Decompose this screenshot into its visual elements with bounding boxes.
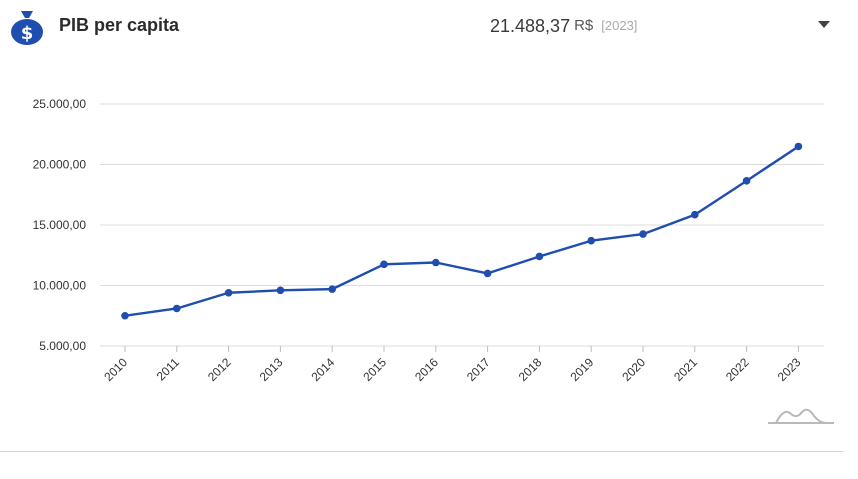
page-title: PIB per capita (59, 15, 180, 35)
x-tick-label: 2021 (671, 355, 700, 384)
data-point (535, 252, 544, 261)
indicator-value: 21.488,37 (490, 16, 571, 36)
data-point (639, 230, 647, 238)
header: $ PIB per capita 21.488,37 R$ [2023] (0, 0, 858, 52)
data-point (432, 258, 440, 267)
series-line (124, 145, 800, 317)
data-point (587, 236, 595, 245)
y-tick-label: 25.000,00 (33, 97, 87, 111)
x-tick-label: 2011 (154, 355, 182, 383)
x-tick-label: 2013 (257, 355, 286, 384)
x-tick-label: 2023 (775, 355, 804, 384)
x-tick-label: 2022 (723, 355, 752, 384)
indicator-value-group: 21.488,37 R$ [2023] (490, 16, 637, 37)
indicator-unit: R$ (574, 17, 594, 34)
data-point (173, 304, 181, 313)
x-tick-label: 2020 (619, 355, 648, 384)
data-point (380, 260, 388, 269)
data-point (794, 142, 803, 151)
x-tick-label: 2019 (568, 355, 597, 384)
chevron-down-icon[interactable] (818, 21, 830, 28)
data-point (121, 311, 129, 320)
x-tick-label: 2014 (309, 355, 338, 384)
svg-text:$: $ (21, 23, 34, 44)
line-chart: 5.000,00 10.000,00 15.000,00 20.000,00 25.00… (33, 97, 824, 384)
divider (0, 451, 843, 452)
x-tick-label: 2010 (101, 355, 130, 384)
money-bag-icon: $ (11, 11, 43, 45)
data-point (483, 269, 492, 278)
x-tick-label: 2012 (205, 355, 234, 384)
data-point (276, 286, 285, 295)
data-point (742, 177, 751, 185)
x-tick-label: 2018 (516, 355, 545, 384)
y-tick-label: 10.000,00 (33, 279, 87, 293)
chart-thumbnail-icon[interactable] (766, 404, 836, 426)
y-tick-label: 15.000,00 (33, 218, 87, 232)
y-tick-label: 20.000,00 (33, 158, 87, 172)
data-point (691, 210, 699, 219)
data-point (328, 285, 337, 293)
indicator-year: [2023] (601, 18, 638, 33)
y-tick-label: 5.000,00 (39, 339, 86, 353)
x-tick-label: 2015 (360, 355, 389, 384)
x-tick-label: 2016 (412, 355, 441, 384)
data-point (224, 288, 233, 297)
x-tick-label: 2017 (464, 355, 493, 384)
